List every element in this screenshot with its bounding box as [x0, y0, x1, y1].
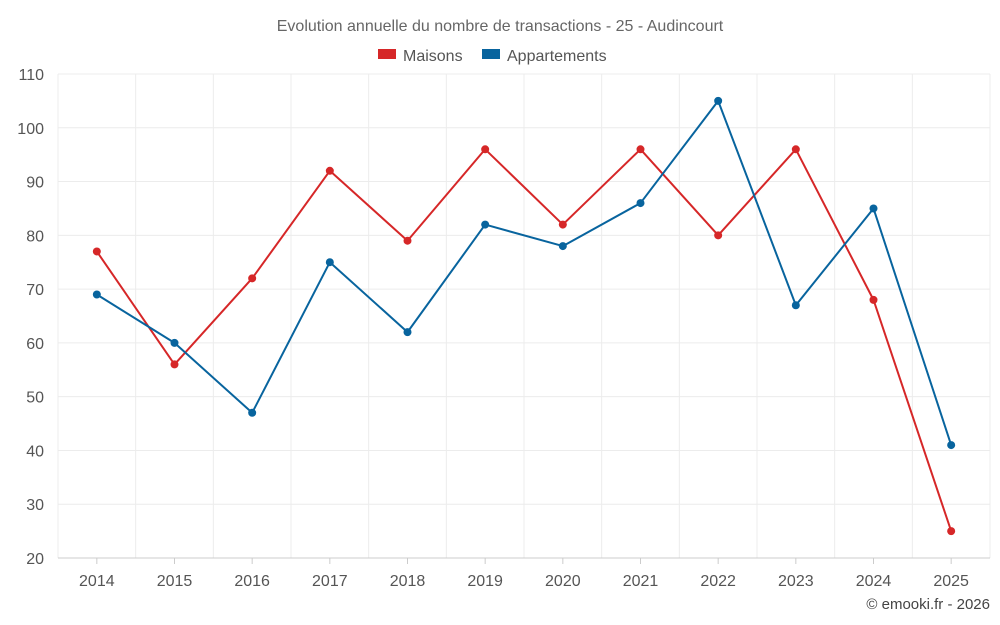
- data-point-maisons[interactable]: [248, 274, 257, 283]
- data-point-appartements[interactable]: [170, 338, 179, 347]
- data-point-maisons[interactable]: [791, 145, 800, 154]
- data-point-appartements[interactable]: [248, 408, 257, 417]
- x-tick-label: 2019: [467, 573, 503, 590]
- legend-label-appartements[interactable]: Appartements: [507, 48, 607, 65]
- x-tick-label: 2017: [312, 573, 348, 590]
- x-tick-label: 2024: [856, 573, 892, 590]
- data-point-appartements[interactable]: [92, 290, 101, 299]
- y-tick-label: 50: [26, 390, 44, 407]
- credit-text: © emooki.fr - 2026: [866, 596, 990, 613]
- grid: [57, 73, 991, 559]
- y-axis-ticks: 20 30 40 50 60 70 80 90 100 110: [17, 67, 44, 568]
- series: [92, 96, 956, 536]
- data-point-maisons[interactable]: [481, 145, 490, 154]
- data-point-maisons[interactable]: [947, 527, 956, 536]
- y-tick-label: 20: [26, 551, 44, 568]
- data-point-maisons[interactable]: [170, 360, 179, 369]
- x-tick-label: 2021: [623, 573, 659, 590]
- data-point-appartements[interactable]: [869, 204, 878, 213]
- data-point-appartements[interactable]: [636, 199, 645, 208]
- chart-title: Evolution annuelle du nombre de transact…: [277, 18, 724, 35]
- data-point-appartements[interactable]: [325, 258, 334, 267]
- y-tick-label: 70: [26, 282, 44, 299]
- x-tick-label: 2015: [157, 573, 193, 590]
- series-line-maisons: [96, 148, 953, 532]
- y-tick-label: 90: [26, 175, 44, 192]
- data-point-maisons[interactable]: [869, 295, 878, 304]
- x-tick-label: 2016: [234, 573, 270, 590]
- y-tick-label: 110: [18, 67, 44, 84]
- data-point-maisons[interactable]: [636, 145, 645, 154]
- x-axis-ticks: 2014 2015 2016 2017 2018 2019 2020 2021 2022 2023…: [79, 558, 969, 590]
- series-line-appartements: [96, 99, 953, 446]
- x-tick-label: 2014: [79, 573, 115, 590]
- x-tick-label: 2025: [933, 573, 969, 590]
- y-tick-label: 100: [17, 121, 44, 138]
- series-appartements: [92, 96, 956, 450]
- data-point-maisons[interactable]: [403, 236, 412, 245]
- y-tick-label: 30: [26, 497, 44, 514]
- data-point-appartements[interactable]: [481, 220, 490, 229]
- data-point-appartements[interactable]: [714, 96, 723, 105]
- y-tick-label: 40: [26, 443, 44, 460]
- x-tick-label: 2023: [778, 573, 814, 590]
- data-point-maisons[interactable]: [92, 247, 101, 256]
- legend-swatch-maisons: [378, 49, 396, 59]
- series-maisons: [92, 145, 956, 536]
- data-point-maisons[interactable]: [714, 231, 723, 240]
- legend: Maisons Appartements: [378, 48, 607, 65]
- y-tick-label: 80: [26, 228, 44, 245]
- x-tick-label: 2022: [700, 573, 736, 590]
- y-tick-label: 60: [26, 336, 44, 353]
- x-tick-label: 2018: [390, 573, 426, 590]
- data-point-maisons[interactable]: [325, 166, 334, 175]
- legend-swatch-appartements: [482, 49, 500, 59]
- data-point-maisons[interactable]: [558, 220, 567, 229]
- x-tick-label: 2020: [545, 573, 581, 590]
- data-point-appartements[interactable]: [791, 301, 800, 310]
- legend-label-maisons[interactable]: Maisons: [403, 48, 463, 65]
- data-point-appartements[interactable]: [403, 328, 412, 337]
- data-point-appartements[interactable]: [558, 242, 567, 251]
- data-point-appartements[interactable]: [947, 441, 956, 450]
